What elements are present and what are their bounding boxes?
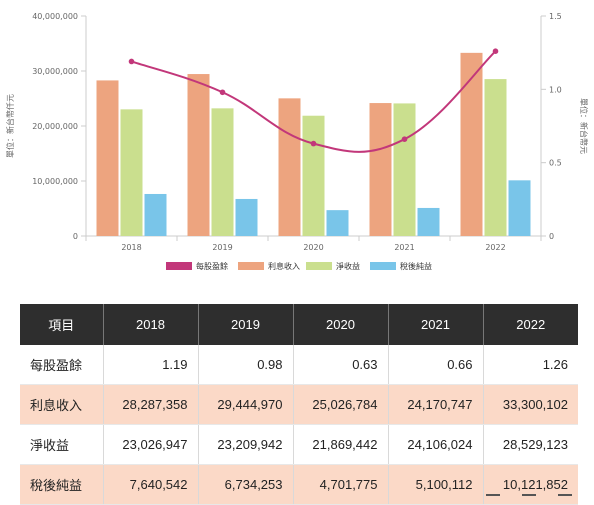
x-tick-label: 2019: [212, 243, 232, 252]
table-header-row: 項目 2018 2019 2020 2021 2022: [20, 304, 578, 345]
row-label: 每股盈餘: [20, 345, 104, 385]
table-row: 每股盈餘 1.19 0.98 0.63 0.66 1.26: [20, 345, 578, 385]
page-icon[interactable]: [486, 494, 500, 504]
bar-3-2021: [417, 207, 440, 236]
bar-2-2019: [211, 108, 234, 236]
bar-1-2018: [96, 80, 119, 237]
bar-1-2020: [278, 98, 301, 236]
legend-swatch: [238, 262, 264, 270]
legend-swatch: [370, 262, 396, 270]
y-right-tick-label: 0: [549, 232, 554, 241]
table-cell: 4,701,775: [293, 464, 389, 505]
legend-swatch: [166, 262, 192, 270]
row-label: 利息收入: [20, 384, 104, 425]
table-cell: 0.63: [293, 345, 389, 385]
page-icon[interactable]: [558, 494, 572, 504]
legend-label: 每股盈餘: [196, 261, 228, 271]
table-cell: 0.98: [198, 345, 294, 385]
legend-label: 淨收益: [336, 261, 360, 271]
row-label: 稅後純益: [20, 464, 104, 505]
combo-chart: 0 10,000,000 20,000,000 30,000,000 40,000,00…: [5, 12, 589, 271]
table-cell: 23,026,947: [103, 424, 199, 465]
y-left-tick-label: 20,000,000: [32, 122, 78, 131]
row-label: 淨收益: [20, 424, 104, 465]
eps-point-2019: [219, 89, 226, 96]
pagination-controls: [486, 494, 576, 502]
chart-svg: 0 10,000,000 20,000,000 30,000,000 40,000,00…: [5, 12, 589, 271]
table-cell: 28,287,358: [103, 384, 199, 425]
y-right-tick-label: 0.5: [549, 159, 562, 168]
y-left-tick-label: 30,000,000: [32, 67, 78, 76]
bar-2-2020: [302, 115, 325, 236]
x-tick-label: 2021: [394, 243, 414, 252]
bar-3-2022: [508, 180, 531, 236]
table-cell: 24,106,024: [388, 424, 484, 465]
y-left-tick-label: 0: [73, 232, 78, 241]
y-left-tick-label: 10,000,000: [32, 177, 78, 186]
bar-1-2022: [460, 52, 483, 236]
legend-label: 稅後純益: [400, 261, 432, 271]
table-cell: 33,300,102: [483, 384, 578, 425]
y-left-tick-label: 40,000,000: [32, 12, 78, 21]
table-cell: 0.66: [388, 345, 484, 385]
bar-1-2021: [369, 103, 392, 237]
table-cell: 6,734,253: [198, 464, 294, 505]
table-cell: 10,121,852: [483, 464, 578, 505]
legend-swatch: [306, 262, 332, 270]
legend-label: 利息收入: [268, 261, 300, 271]
table-row: 利息收入 28,287,358 29,444,970 25,026,784 24,170…: [20, 384, 578, 425]
y-left-axis-title: 單位：新台幣仟元: [5, 94, 15, 158]
x-tick-label: 2020: [303, 243, 323, 252]
table-row: 淨收益 23,026,947 23,209,942 21,869,442 24,106,…: [20, 424, 578, 465]
bar-2-2018: [120, 109, 143, 236]
bar-3-2019: [235, 198, 258, 236]
bar-3-2018: [144, 193, 167, 236]
table-cell: 1.26: [483, 345, 578, 385]
table-cell: 7,640,542: [103, 464, 199, 505]
header-cell-year: 2020: [293, 304, 389, 345]
header-cell-year: 2022: [483, 304, 578, 345]
table-cell: 25,026,784: [293, 384, 389, 425]
bar-2-2022: [484, 79, 507, 237]
header-cell-year: 2018: [103, 304, 199, 345]
table-row: 稅後純益 7,640,542 6,734,253 4,701,775 5,100,112…: [20, 464, 578, 505]
table-cell: 21,869,442: [293, 424, 389, 465]
eps-point-2020: [310, 140, 317, 147]
data-table: 項目 2018 2019 2020 2021 2022 每股盈餘 1.19 0.98…: [20, 304, 578, 505]
x-tick-label: 2018: [121, 243, 141, 252]
table-cell: 29,444,970: [198, 384, 294, 425]
header-cell-item: 項目: [20, 304, 104, 345]
bar-1-2019: [187, 74, 210, 236]
y-right-axis-title: 單位：新台幣元: [579, 98, 589, 154]
header-cell-year: 2021: [388, 304, 484, 345]
table-cell: 1.19: [103, 345, 199, 385]
bar-2-2021: [393, 103, 416, 236]
x-tick-label: 2022: [485, 243, 505, 252]
eps-point-2018: [128, 58, 135, 65]
y-right-tick-label: 1.0: [549, 85, 562, 94]
bar-3-2020: [326, 210, 349, 236]
table-cell: 23,209,942: [198, 424, 294, 465]
eps-point-2021: [401, 136, 408, 142]
table-cell: 24,170,747: [388, 384, 484, 425]
y-right-tick-label: 1.5: [549, 12, 562, 21]
eps-point-2022: [492, 48, 499, 54]
page-icon[interactable]: [522, 494, 536, 504]
table-cell: 28,529,123: [483, 424, 578, 465]
table-cell: 5,100,112: [388, 464, 484, 505]
header-cell-year: 2019: [198, 304, 294, 345]
